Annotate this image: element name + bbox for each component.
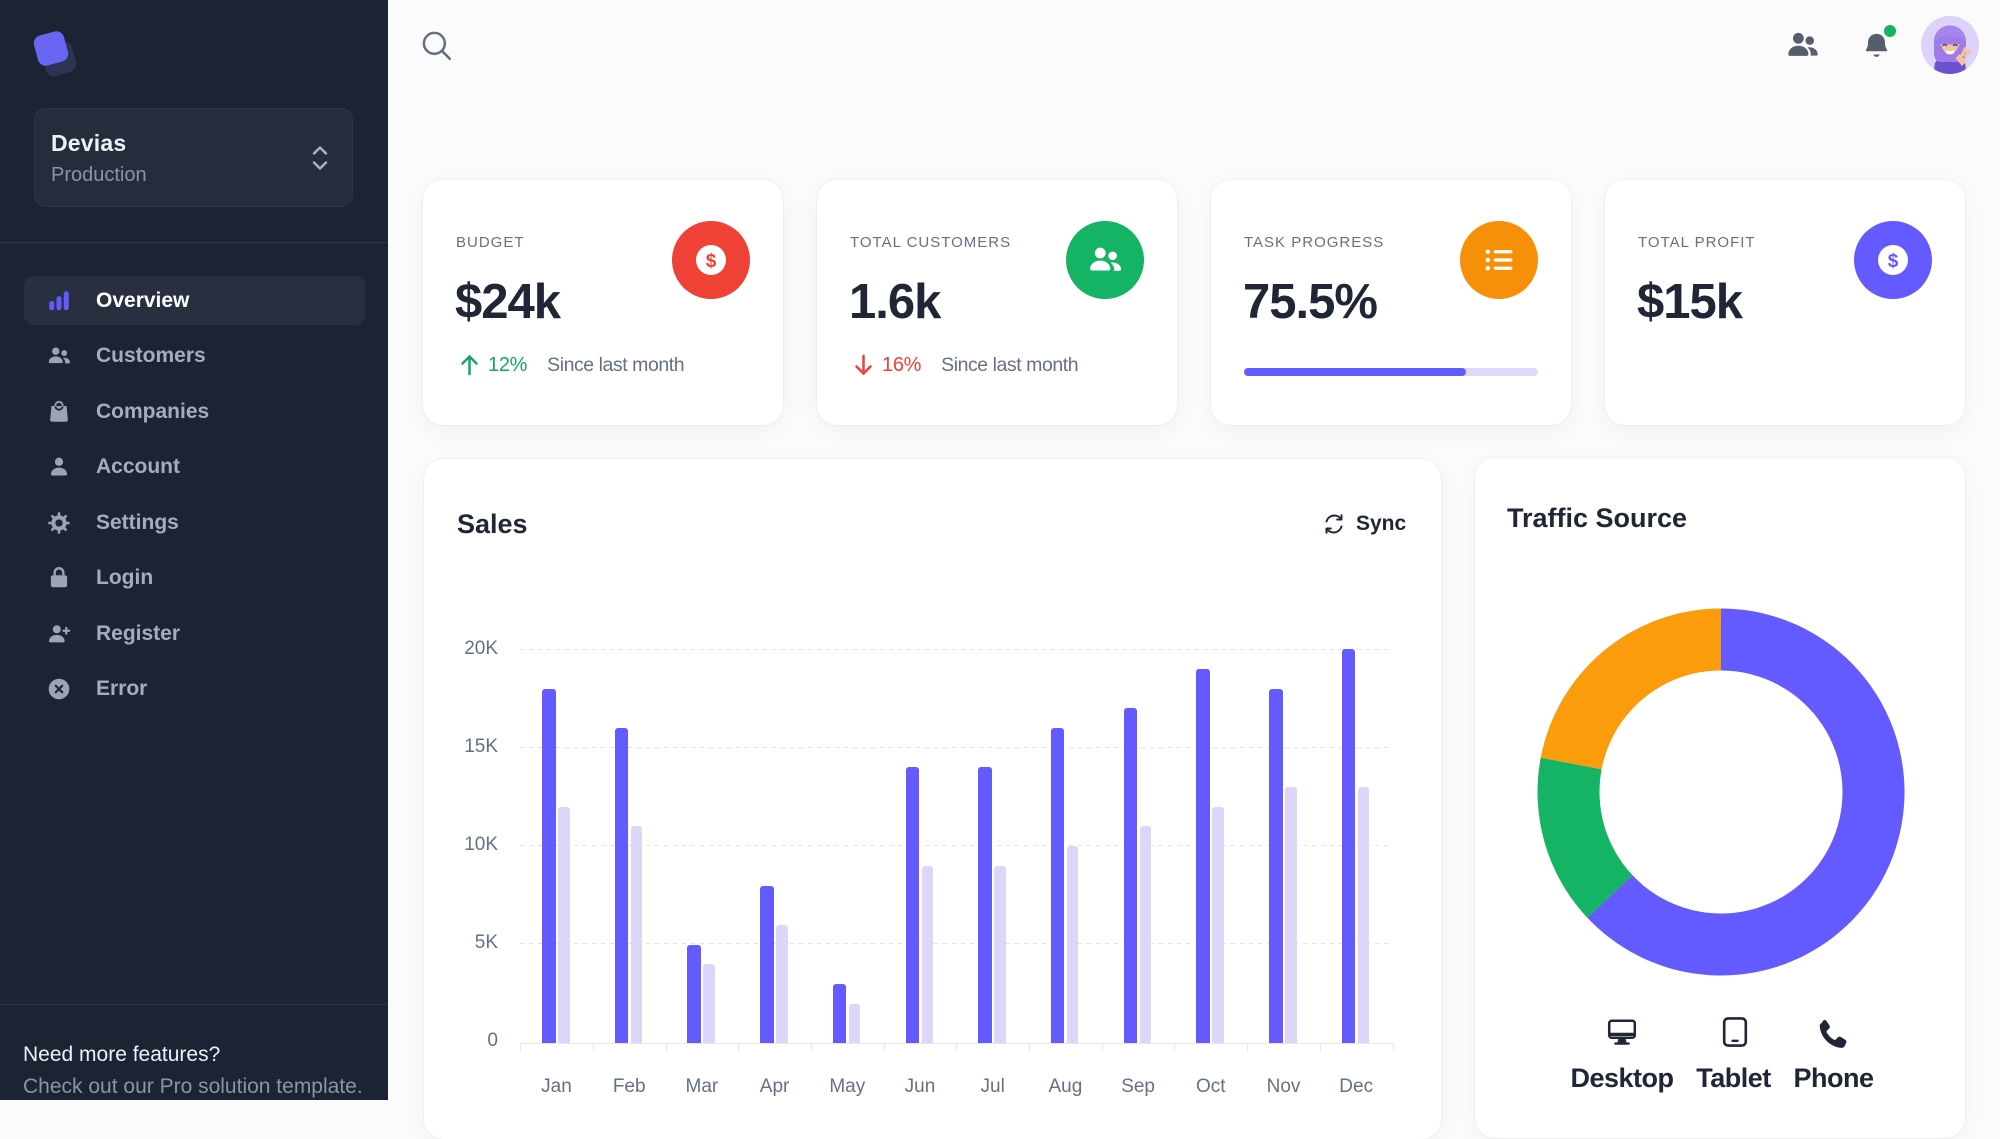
svg-text:$: $ bbox=[706, 251, 717, 272]
svg-text:$: $ bbox=[1888, 251, 1899, 272]
